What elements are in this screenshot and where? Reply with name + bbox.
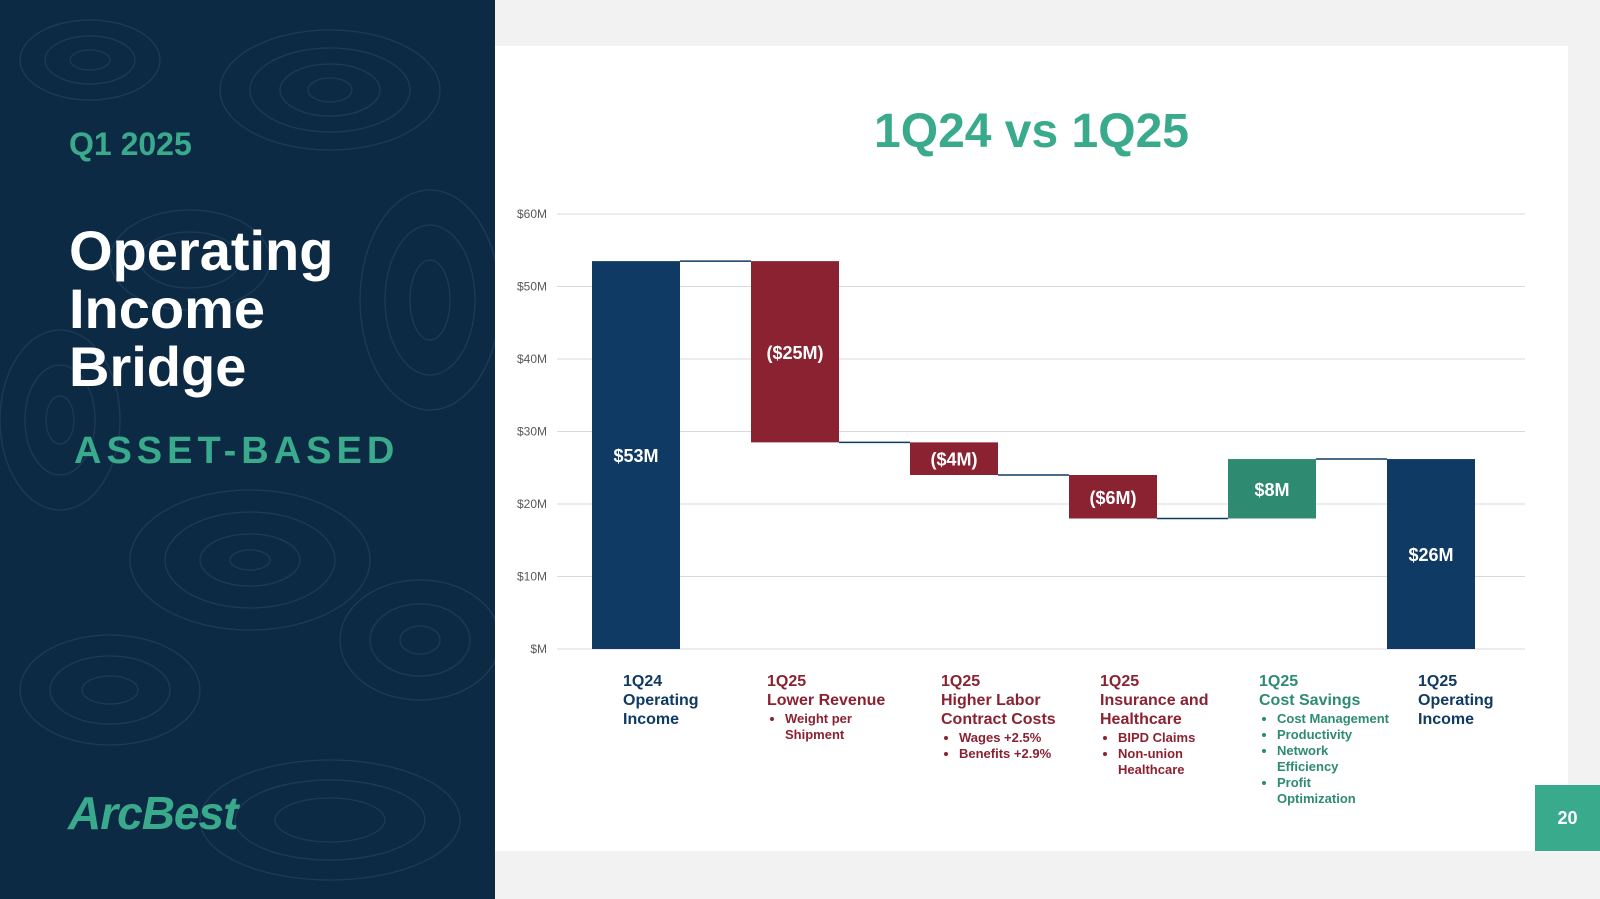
bar-1 [592,261,680,649]
category-bullet-text: BIPD Claims [1118,730,1196,745]
category-bullet-text: Efficiency [1277,759,1339,774]
category-bullet-list: Cost ManagementProductivityNetworkEffici… [1259,711,1389,807]
category-label: 1Q25 Higher Labor Contract Costs Wages +2.5… [941,672,1056,762]
y-tick-label: $60M [517,207,547,221]
category-bullet-text: Healthcare [1118,762,1185,777]
category-bullet: BIPD Claims [1118,730,1208,746]
y-tick-label: $50M [517,280,547,294]
y-tick-label: $20M [517,497,547,511]
category-label-line: Cost Savings [1259,692,1361,709]
data-label: ($4M) [930,450,977,470]
data-label: $26M [1408,545,1453,565]
category-bullet-list: Wages +2.5%Benefits +2.9% [941,730,1056,762]
waterfall-chart: $M $10M $20M $30M $40M $50M $60M $53M ($25M) ($4M… [517,207,1525,656]
category-bullet-text: Weight per [785,711,852,726]
category-label-line: 1Q25 [941,673,981,690]
slide-title: Operating Income Bridge [69,219,334,398]
category-bullet: Wages +2.5% [959,730,1056,746]
category-bullet-text: Benefits +2.9% [959,746,1052,761]
category-label-line: 1Q25 [1100,673,1140,690]
category-label-line: Operating [623,692,699,709]
bar-2 [751,261,839,443]
chart-card: 1Q24 vs 1Q25 $M $10M $20M $30M $40M $50M $60M $… [495,46,1568,851]
category-label: 1Q25 Cost Savings Cost ManagementProductiv… [1259,672,1389,807]
category-label-line: Higher Labor [941,692,1041,709]
category-label: 1Q25 Operating Income [1418,672,1494,729]
category-bullet: Benefits +2.9% [959,746,1056,762]
data-label: ($25M) [766,343,823,363]
category-label-line: Lower Revenue [767,692,886,709]
chart-title: 1Q24 vs 1Q25 [874,105,1189,158]
category-bullet-text: Shipment [785,727,845,742]
page-number: 20 [1535,785,1600,851]
data-label: $53M [613,446,658,466]
category-bullet: Productivity [1277,727,1389,743]
category-label-line: 1Q25 [1259,673,1299,690]
category-bullet: Cost Management [1277,711,1389,727]
y-tick-label: $30M [517,425,547,439]
arcbest-logo: ArcBest [68,787,238,839]
y-tick-label: $M [530,642,547,656]
section-label: ASSET-BASED [74,430,400,472]
bar-5 [1228,459,1316,519]
bar-4 [1069,475,1157,519]
category-label-line: 1Q24 [623,673,663,690]
category-bullet-text: Optimization [1277,791,1356,806]
period-label: Q1 2025 [69,126,192,162]
category-label-line: Contract Costs [941,711,1056,728]
category-label-line: Insurance and [1100,692,1209,709]
category-label-line: Income [1418,711,1475,728]
category-label: 1Q24 Operating Income [623,672,699,729]
category-bullet-text: Cost Management [1277,711,1389,726]
category-bullet-text: Network [1277,743,1329,758]
category-bullet-text: Wages +2.5% [959,730,1042,745]
category-label-line: 1Q25 [767,673,807,690]
category-label-line: Operating [1418,692,1494,709]
y-tick-label: $10M [517,570,547,584]
y-tick-label: $40M [517,352,547,366]
left-panel: Q1 2025 Operating Income Bridge ASSET-BA… [0,0,495,899]
category-bullet-text: Non-union [1118,746,1183,761]
category-label-line: 1Q25 [1418,673,1458,690]
category-label-line: Healthcare [1100,711,1182,728]
category-bullet-text: Productivity [1277,727,1353,742]
category-label-line: Income [623,711,680,728]
category-bullet-text: Profit [1277,775,1311,790]
topographic-background [0,19,495,881]
bar-3 [910,442,998,475]
data-label: ($6M) [1089,488,1136,508]
data-label: $8M [1254,480,1289,500]
bar-6 [1387,459,1475,649]
